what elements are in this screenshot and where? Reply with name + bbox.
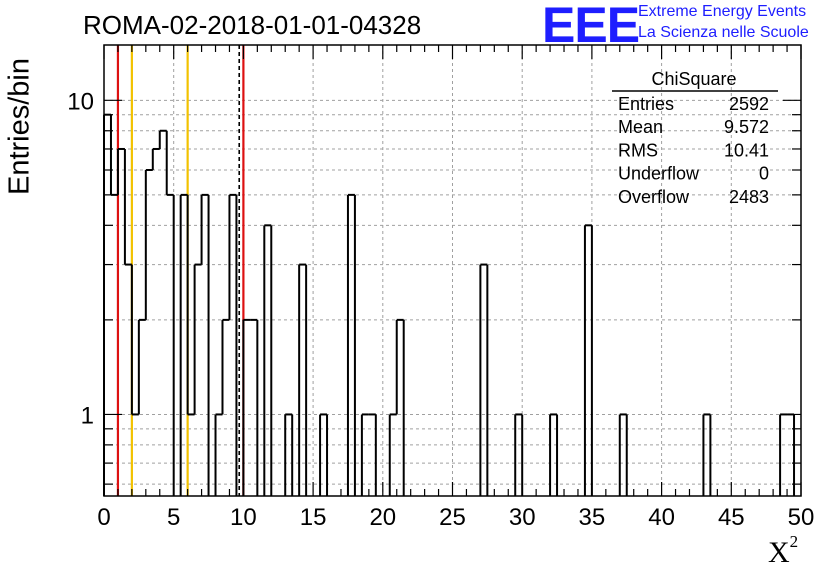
run-title: ROMA-02-2018-01-01-04328 (83, 10, 422, 40)
stats-row-label: RMS (618, 140, 658, 160)
stats-row-value: 10.41 (724, 140, 769, 160)
logo-caption-line-2: La Scienza nelle Scuole (638, 24, 809, 41)
stats-row-value: 0 (759, 164, 769, 184)
stats-row-value: 2483 (729, 187, 769, 207)
x-tick-label: 35 (579, 504, 606, 531)
x-tick-label: 25 (439, 504, 466, 531)
x-tick-label: 40 (648, 504, 675, 531)
x-axis-label-superscript: 2 (789, 532, 799, 551)
stats-row-value: 9.572 (724, 117, 769, 137)
tick-labels: 0 5 10 15 20 25 30 35 40 45 50 1 10 (67, 88, 814, 531)
stats-box-title: ChiSquare (651, 69, 736, 89)
stats-row-value: 2592 (729, 94, 769, 114)
x-tick-label: 5 (167, 504, 180, 531)
stats-row-label: Overflow (618, 187, 690, 207)
x-tick-label: 0 (97, 504, 110, 531)
x-tick-label: 50 (788, 504, 815, 531)
x-axis-label: X2 (768, 532, 798, 570)
histogram-series (103, 113, 796, 496)
stats-row-label: Entries (618, 94, 674, 114)
x-tick-label: 15 (300, 504, 327, 531)
x-tick-label: 10 (230, 504, 257, 531)
x-tick-label: 45 (718, 504, 745, 531)
stats-box: ChiSquare Entries 2592 Mean 9.572 RMS 10.41 Un… (612, 69, 778, 207)
stats-row-label: Mean (618, 117, 663, 137)
y-tick-label: 1 (81, 402, 94, 429)
stats-row-label: Underflow (618, 164, 700, 184)
x-tick-label: 20 (369, 504, 396, 531)
grid-layer (104, 45, 801, 496)
logo-caption-line-1: Extreme Energy Events (638, 3, 807, 20)
eee-logo: EEE (542, 0, 640, 53)
x-axis-label-symbol: X (768, 536, 790, 569)
y-tick-label: 10 (67, 88, 94, 115)
x-tick-label: 30 (509, 504, 536, 531)
axis-ticks (103, 45, 802, 496)
